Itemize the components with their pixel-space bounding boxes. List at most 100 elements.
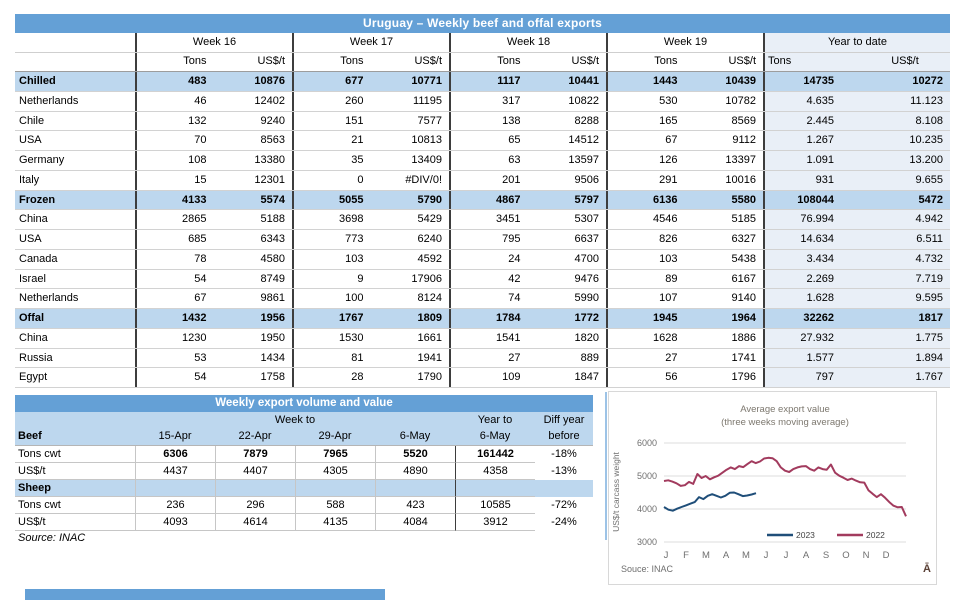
tons-header: Tons [135,53,214,71]
value-cell: 10813 [411,134,442,147]
value-cell: 9240 [260,114,285,127]
value-cell: 826 [606,230,685,249]
row-label: Chile [19,114,45,127]
week-16-header: Week 16 [135,33,292,52]
value-cell: 15 [135,170,214,190]
value-cell: 100 [292,289,371,308]
ytd-usd-header: US$/t [860,53,950,71]
row-label: Sheep [15,480,135,497]
value-cell: 13409 [411,154,442,166]
row-label: Russia [19,351,53,364]
value-cell: 5520 [375,446,455,463]
value-cell: 27.932 [763,328,860,348]
value-cell: -24% [551,516,577,528]
value-cell: 1434 [260,351,285,364]
chart-title: Average export value [740,404,830,415]
value-cell: 4700 [574,252,599,265]
value-cell: 6136 [606,190,685,210]
legend-label-2023: 2023 [796,530,815,540]
value-cell: 5574 [260,193,285,206]
value-cell: 126 [606,151,685,170]
value-cell: 11195 [413,94,442,107]
value-cell: 8749 [260,272,285,285]
value-cell: 1.767 [860,368,950,387]
value-cell: 4.732 [860,249,950,269]
value-cell: 89 [606,269,685,289]
table-row: Egypt 54 1758 28 1790 109 1847 56 1796 797 1.767 [15,368,950,388]
value-cell: 4093 [135,514,215,531]
table-row: Canada 78 4580 103 4592 24 4700 103 5438 3.434 4.7… [15,249,950,270]
value-cell: 685 [135,230,214,249]
value-cell: 1945 [606,309,685,328]
tons-header: Tons [606,53,685,71]
tons-header: Tons [292,53,371,71]
value-cell: 14.634 [763,230,860,249]
value-cell: 7965 [295,446,375,463]
value-cell: 35 [292,151,371,170]
table-row: USA 685 6343 773 6240 795 6637 826 6327 14.634 6.5… [15,230,950,250]
row-label: Egypt [19,371,48,384]
value-cell: 4867 [449,190,528,210]
week-group-header-row: Week 16 Week 17 Week 18 Week 19 Year to … [15,33,950,53]
value-cell: 889 [580,351,599,364]
value-cell: 6306 [135,446,215,463]
table-row: Germany 108 13380 35 13409 63 13597 126 13397 1.0… [15,151,950,171]
value-cell: 4580 [260,252,285,265]
value-cell: 3698 [292,210,371,229]
value-cell: 14512 [568,134,599,147]
value-cell: 8563 [260,134,285,147]
value-cell [455,480,535,497]
value-cell: 530 [606,91,685,111]
value-cell: -18% [551,448,577,460]
row-label: Netherlands [19,292,79,305]
value-cell: 165 [606,111,685,131]
value-cell: 54 [135,269,214,289]
value-cell: 1530 [292,328,371,348]
value-cell: 10822 [568,94,599,107]
chart-source: Souce: INAC [621,564,674,574]
value-cell: 291 [606,170,685,190]
x-tick-label: A [803,550,810,561]
table-row: Frozen 4133 5574 5055 5790 4867 5797 6136 5580 10… [15,190,950,211]
weekly-export-table: Weekly export volume and value Week to Y… [15,395,593,531]
value-cell: 4135 [295,514,375,531]
source-note: Source: INAC [18,532,86,544]
y-tick-label: 3000 [637,537,657,547]
x-tick-label: J [764,550,769,561]
value-cell: 13597 [568,154,599,166]
row-label: Tons cwt [15,497,135,514]
watermark-glyph: Ā [923,563,931,575]
value-cell: 42 [449,269,528,289]
value-cell: 4.942 [860,210,950,229]
week-19-header: Week 19 [606,33,763,52]
value-cell: 1432 [135,309,214,328]
date-header: 15-Apr [158,430,192,442]
value-cell: 63 [449,151,528,170]
table-row: Netherlands 46 12402 260 11195 317 10822 530 107… [15,91,950,112]
value-cell: 1230 [135,328,214,348]
year-to-date-header: Year to date [763,33,950,52]
main-table-body: Chilled 483 10876 677 10771 1117 10441 1443 1043… [15,72,950,388]
value-cell: 56 [606,368,685,387]
value-cell: 17906 [411,272,442,285]
usd-header: US$/t [571,55,599,67]
value-cell: 1541 [449,328,528,348]
corner-cell [15,412,135,428]
value-cell: 5188 [260,213,285,226]
ytd-tons-header: Tons [763,53,860,71]
value-cell: 10016 [725,173,756,186]
value-cell: #DIV/0! [405,173,442,186]
x-tick-label: O [842,550,849,561]
value-cell: 7.719 [860,269,950,289]
row-label: US$/t [15,463,135,480]
partial-table-titlebar [25,589,385,600]
value-cell: 53 [135,348,214,368]
x-tick-label: N [863,550,870,561]
usd-header: US$/t [414,55,442,67]
value-cell: 5055 [292,190,371,210]
value-cell: 6167 [731,272,756,285]
x-tick-label: S [823,550,829,561]
value-cell: 4305 [295,463,375,480]
value-cell: 1661 [417,331,442,344]
y-tick-label: 6000 [637,438,657,448]
